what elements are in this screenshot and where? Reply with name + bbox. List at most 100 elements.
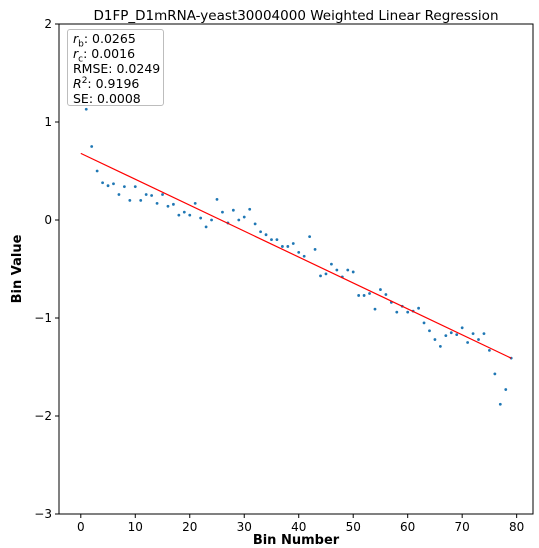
data-point bbox=[215, 198, 219, 201]
x-tick-label: 30 bbox=[237, 520, 252, 534]
data-point bbox=[182, 210, 186, 214]
data-point bbox=[242, 215, 246, 219]
data-point bbox=[493, 372, 497, 376]
data-point bbox=[101, 181, 104, 185]
data-point bbox=[438, 345, 442, 348]
data-point bbox=[177, 213, 181, 217]
data-point bbox=[384, 293, 388, 296]
chart-title: D1FP_D1mRNA-yeast30004000 Weighted Linea… bbox=[93, 8, 498, 24]
data-point bbox=[449, 331, 453, 335]
data-point bbox=[106, 184, 110, 188]
data-point bbox=[188, 213, 192, 217]
data-point bbox=[95, 169, 99, 173]
data-point bbox=[275, 238, 279, 242]
data-point bbox=[280, 245, 284, 248]
data-point bbox=[319, 274, 322, 278]
y-tick-label: 1 bbox=[44, 115, 52, 129]
x-tick-label: 10 bbox=[128, 520, 143, 534]
data-point bbox=[112, 182, 115, 186]
data-point bbox=[237, 218, 241, 222]
data-point bbox=[231, 208, 235, 212]
x-tick-label: 60 bbox=[400, 520, 415, 534]
x-axis-label: Bin Number bbox=[253, 533, 340, 548]
data-point bbox=[460, 326, 464, 330]
data-point bbox=[373, 307, 377, 311]
data-point bbox=[346, 268, 350, 272]
data-point bbox=[313, 248, 317, 251]
data-point bbox=[210, 218, 213, 222]
data-point bbox=[504, 388, 508, 391]
data-point bbox=[253, 222, 257, 226]
y-axis-label: Bin Value bbox=[10, 234, 25, 303]
data-point bbox=[270, 238, 273, 242]
data-point bbox=[477, 338, 480, 341]
data-point bbox=[90, 145, 94, 148]
data-point bbox=[368, 292, 371, 295]
data-point bbox=[117, 193, 121, 196]
y-tick-label: −2 bbox=[34, 409, 52, 423]
data-point bbox=[428, 329, 431, 333]
data-point bbox=[488, 348, 491, 352]
y-tick-label: 2 bbox=[44, 17, 52, 31]
data-point bbox=[144, 193, 148, 196]
x-tick-label: 80 bbox=[509, 520, 524, 534]
x-tick-label: 20 bbox=[182, 520, 197, 534]
data-point bbox=[297, 250, 301, 254]
data-point bbox=[84, 107, 88, 111]
stats-legend-box: rb: 0.0265 rc: 0.0016 RMSE: 0.0249 R2: 0… bbox=[67, 29, 164, 106]
data-point bbox=[422, 321, 426, 325]
data-point bbox=[291, 242, 295, 245]
regression-line bbox=[80, 152, 512, 359]
data-point bbox=[357, 294, 361, 297]
stat-se: SE: 0.0008 bbox=[73, 91, 141, 106]
data-point bbox=[166, 204, 170, 208]
data-point bbox=[308, 235, 312, 239]
data-point bbox=[471, 332, 475, 336]
data-point bbox=[150, 194, 154, 197]
data-point bbox=[139, 199, 143, 202]
stat-rc: rc: 0.0016 bbox=[73, 46, 136, 65]
data-point bbox=[122, 185, 126, 189]
data-point bbox=[433, 338, 437, 341]
data-point bbox=[466, 341, 470, 344]
data-point bbox=[330, 262, 333, 266]
data-point bbox=[302, 254, 306, 258]
stat-rb: rb: 0.0265 bbox=[73, 31, 136, 50]
x-tick-label: 0 bbox=[77, 520, 85, 534]
data-point bbox=[362, 294, 366, 297]
data-point bbox=[379, 288, 382, 291]
data-point bbox=[455, 333, 459, 337]
data-point bbox=[444, 334, 448, 338]
data-point bbox=[482, 332, 486, 336]
data-point bbox=[199, 216, 203, 220]
stat-rmse: RMSE: 0.0249 bbox=[73, 61, 161, 76]
y-tick-label: −3 bbox=[34, 507, 52, 521]
data-point bbox=[351, 270, 355, 274]
data-point bbox=[204, 225, 208, 229]
data-point bbox=[155, 201, 159, 205]
x-tick-label: 50 bbox=[346, 520, 361, 534]
data-point bbox=[161, 193, 164, 196]
stat-r2: R2: 0.9196 bbox=[73, 75, 140, 91]
data-point bbox=[406, 310, 410, 314]
y-tick-label: −1 bbox=[34, 311, 52, 325]
data-point bbox=[128, 199, 132, 202]
data-point bbox=[335, 268, 339, 272]
data-point bbox=[264, 233, 268, 237]
data-point bbox=[193, 201, 197, 205]
data-point bbox=[324, 272, 328, 276]
x-tick-label: 40 bbox=[291, 520, 306, 534]
plot-frame bbox=[58, 23, 534, 515]
data-point bbox=[395, 310, 399, 314]
data-point bbox=[172, 202, 175, 206]
data-point bbox=[498, 402, 502, 406]
data-point bbox=[221, 210, 224, 214]
data-point bbox=[286, 245, 290, 248]
data-point bbox=[133, 185, 137, 189]
data-point bbox=[248, 207, 252, 211]
data-point bbox=[259, 230, 262, 234]
x-tick-label: 70 bbox=[455, 520, 470, 534]
y-tick-label: 0 bbox=[44, 213, 52, 227]
data-point bbox=[417, 306, 420, 310]
